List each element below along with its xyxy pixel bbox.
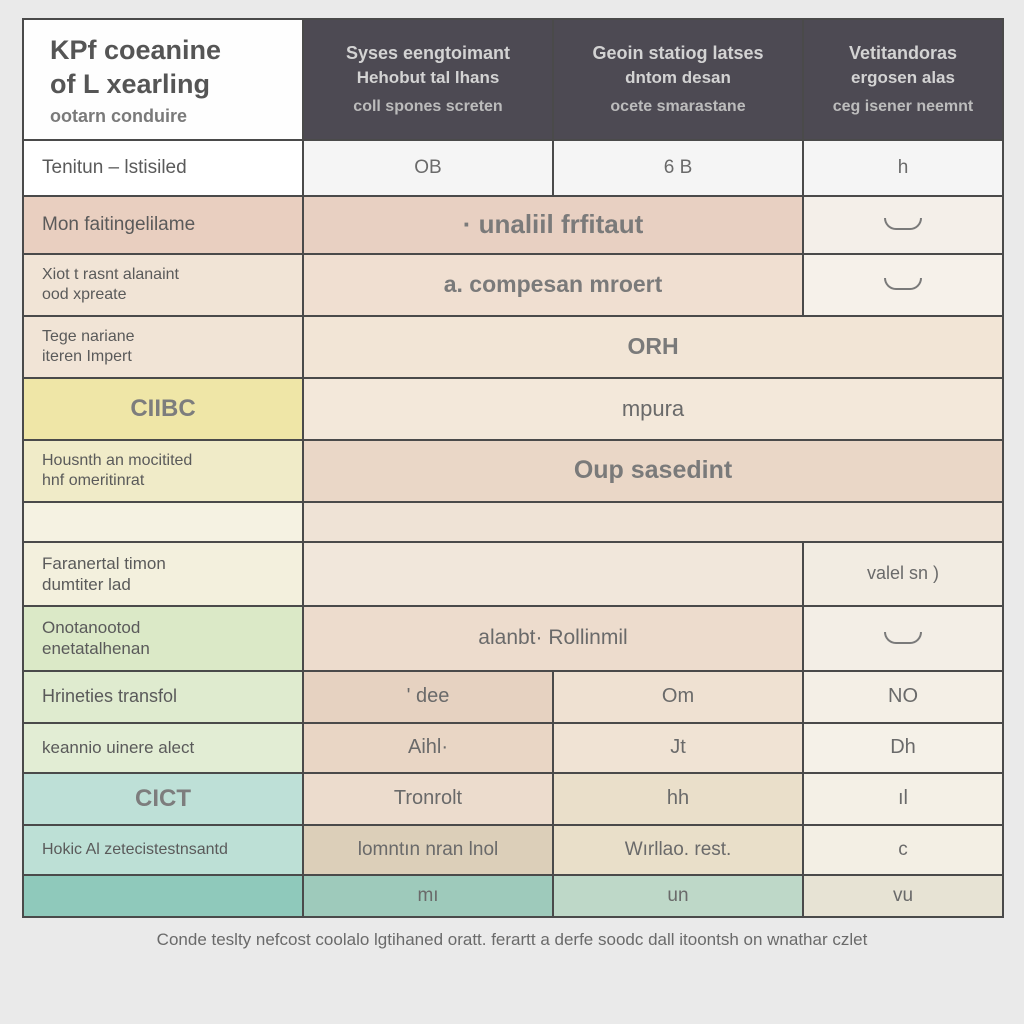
table-cell: ıl (803, 773, 1003, 825)
table-cell: alanbt· Rollinmil (303, 606, 803, 671)
table-row: CIIBCmpura (23, 378, 1003, 440)
row-label: Housnth an mocititedhnf omeritinrat (23, 440, 303, 502)
table-cell: lomntın nran lnol (303, 825, 553, 875)
comparison-table: KPf coeanine of L xearling ootarn condui… (22, 18, 1004, 918)
header-col-1: Syses eengtoimant Hehobut tal lhans coll… (303, 19, 553, 140)
header-col-2: Geoin statiog latses dntom desan ocete s… (553, 19, 803, 140)
table-cell: ' dee (303, 671, 553, 723)
table-cell: NO (803, 671, 1003, 723)
table-cell: a. compesan mroert (303, 254, 803, 316)
page: KPf coeanine of L xearling ootarn condui… (0, 0, 1024, 960)
row-label: Tenitun – lstisiled (23, 140, 303, 196)
row-label: CIIBC (23, 378, 303, 440)
table-row: Mon faitingelilame· unaliil frfitaut (23, 196, 1003, 254)
table-cell (803, 196, 1003, 254)
table-cell: c (803, 825, 1003, 875)
table-cell: vu (803, 875, 1003, 917)
corner-cell: KPf coeanine of L xearling ootarn condui… (23, 19, 303, 140)
row-label: Hrineties transfol (23, 671, 303, 723)
table-row: Faranertal timondumtiter lad valel sn ) (23, 542, 1003, 607)
table-cell: · unaliil frfitaut (303, 196, 803, 254)
row-label: Tege narianeiteren Impert (23, 316, 303, 378)
table-row: mıunvu (23, 875, 1003, 917)
table-cell: hh (553, 773, 803, 825)
table-cell: un (553, 875, 803, 917)
table-cell: Tronrolt (303, 773, 553, 825)
table-cell: mpura (303, 378, 1003, 440)
table-cell: Aihl· (303, 723, 553, 773)
table-body: Tenitun – lstisiledOB6 BhMon faitingelil… (23, 140, 1003, 917)
table-row: Xiot t rasnt alanaintood xpreatea. compe… (23, 254, 1003, 316)
table-cell: ORH (303, 316, 1003, 378)
dash-icon (884, 218, 922, 230)
corner-title-line2: of L xearling (50, 68, 284, 102)
table-cell: Oup sasedint (303, 440, 1003, 502)
table-cell: 6 B (553, 140, 803, 196)
table-row: Tege narianeiteren ImpertORH (23, 316, 1003, 378)
table-row: CICTTronrolthhıl (23, 773, 1003, 825)
table-cell: Wırllao. rest. (553, 825, 803, 875)
row-label: Xiot t rasnt alanaintood xpreate (23, 254, 303, 316)
table-cell: Dh (803, 723, 1003, 773)
row-label (23, 875, 303, 917)
corner-title-line1: KPf coeanine (50, 34, 284, 68)
table-cell (803, 606, 1003, 671)
table-row: keannio uinere alectAihl·JtDh (23, 723, 1003, 773)
table-cell (303, 502, 1003, 542)
table-cell: Jt (553, 723, 803, 773)
row-label (23, 502, 303, 542)
table-cell: valel sn ) (803, 542, 1003, 607)
table-cell (803, 254, 1003, 316)
table-row: Hokic Al zetecistestnsantdlomntın nran l… (23, 825, 1003, 875)
row-label: CICT (23, 773, 303, 825)
table-row: Housnth an mocititedhnf omeritinratOup s… (23, 440, 1003, 502)
table-row: Tenitun – lstisiledOB6 Bh (23, 140, 1003, 196)
row-label: Faranertal timondumtiter lad (23, 542, 303, 607)
row-label: Hokic Al zetecistestnsantd (23, 825, 303, 875)
table-cell (303, 542, 803, 607)
table-cell: mı (303, 875, 553, 917)
table-row: Hrineties transfol' deeOmNO (23, 671, 1003, 723)
footer-caption: Conde teslty nefcost coolalo lgtihaned o… (22, 918, 1002, 950)
table-cell: Om (553, 671, 803, 723)
dash-icon (884, 632, 922, 644)
table-cell: h (803, 140, 1003, 196)
dash-icon (884, 278, 922, 290)
table-row: Onotanootodenetatalhenanalanbt· Rollinmi… (23, 606, 1003, 671)
row-label: keannio uinere alect (23, 723, 303, 773)
table-cell: OB (303, 140, 553, 196)
table-row (23, 502, 1003, 542)
row-label: Onotanootodenetatalhenan (23, 606, 303, 671)
header-col-3: Vetitandoras ergosen alas ceg isener nee… (803, 19, 1003, 140)
row-label: Mon faitingelilame (23, 196, 303, 254)
header-row: KPf coeanine of L xearling ootarn condui… (23, 19, 1003, 140)
corner-subtitle: ootarn conduire (50, 106, 284, 127)
